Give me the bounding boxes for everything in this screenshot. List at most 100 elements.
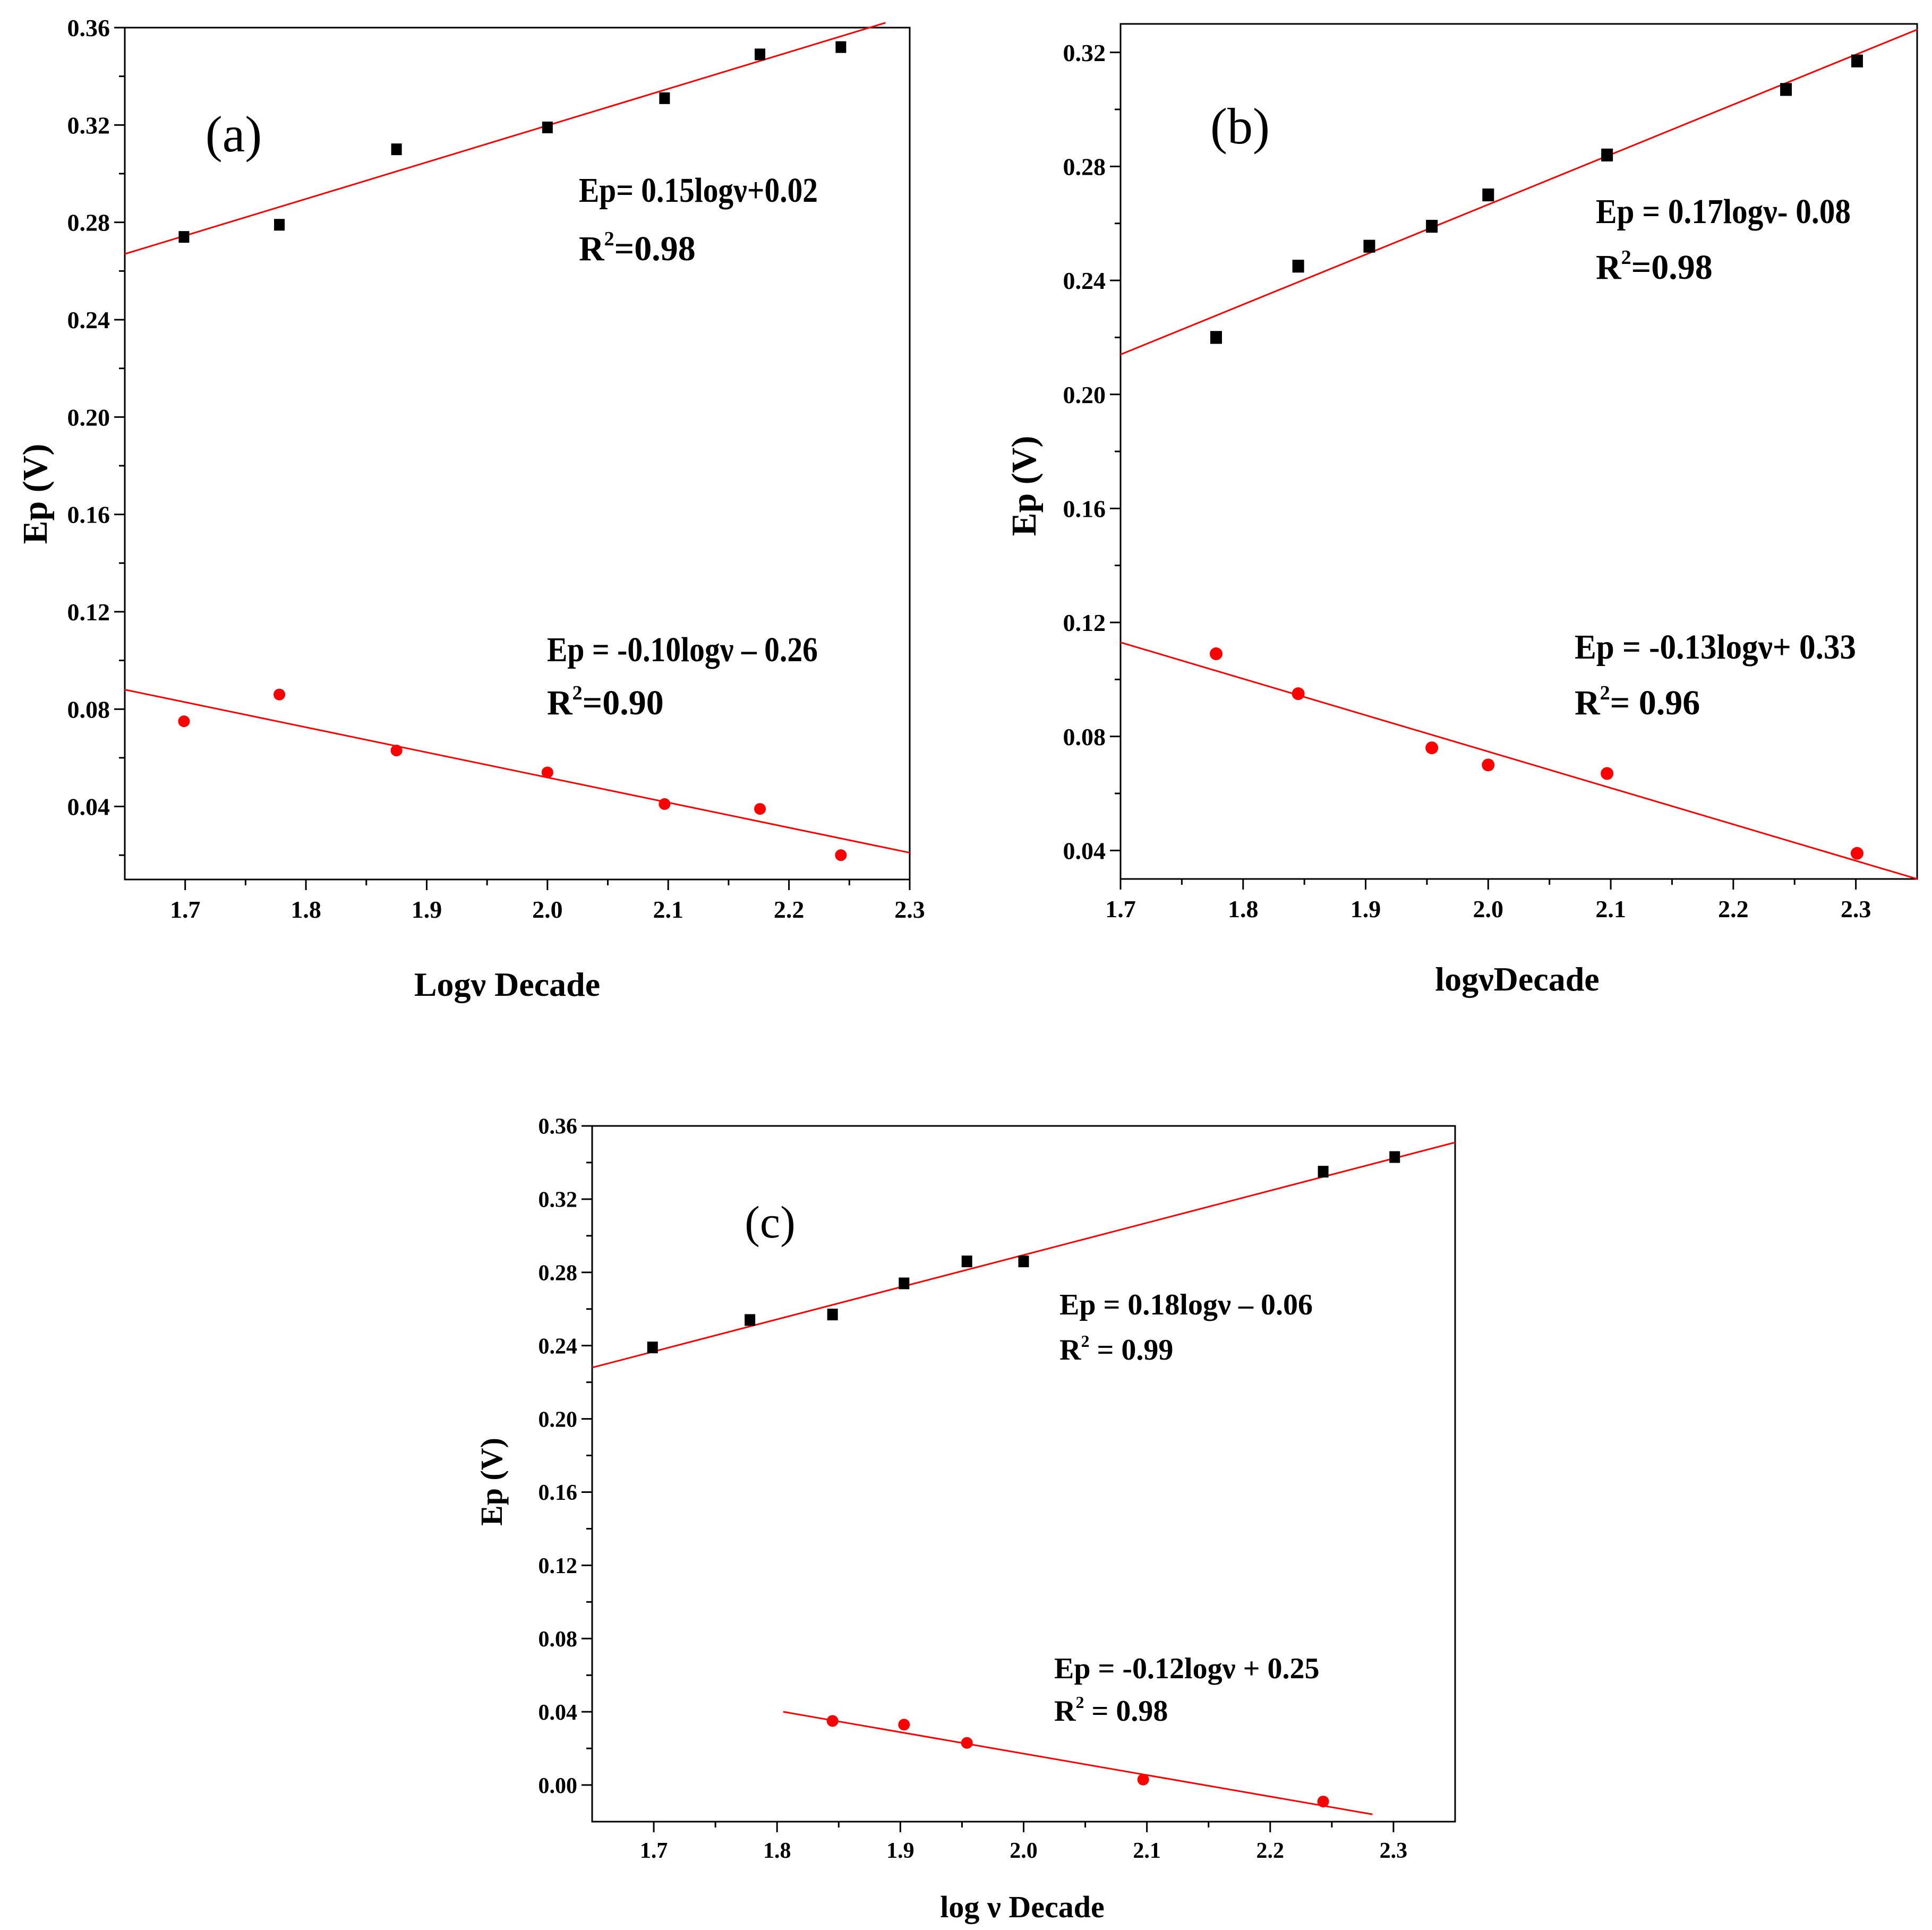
x-tick-label: 2.3 [1380,1839,1408,1863]
cathodic-point [659,798,671,810]
cathodic-point [390,745,403,757]
anodic-point [178,231,190,243]
anodic-r2: R2 = 0.99 [1059,1331,1173,1367]
panel-label: (c) [745,1197,795,1248]
y-tick-label: 0.36 [67,14,110,41]
r2-value: =0.98 [614,229,696,268]
anodic-point [1018,1256,1029,1268]
anodic-point [1780,83,1792,96]
y-tick-label: 0.04 [538,1701,578,1725]
r2-value: = 0.96 [1610,684,1700,722]
y-tick-label: 0.32 [538,1188,578,1212]
y-tick-label: 0.28 [1063,153,1106,180]
cathodic-fit-line [124,689,910,854]
x-tick-label: 1.9 [886,1839,914,1863]
plot-frame [591,1125,1456,1823]
y-tick-label: 0.28 [538,1261,578,1285]
r2-value: = 0.99 [1089,1334,1173,1367]
anodic-point [745,1314,756,1326]
cathodic-point [1425,741,1439,755]
data-points [178,41,847,861]
anodic-point [391,143,402,156]
cathodic-point [826,1715,839,1727]
anodic-point [647,1342,658,1354]
x-tick-label: 2.3 [894,896,925,923]
anodic-point [1601,148,1613,161]
y-tick-label: 0.20 [67,404,110,431]
y-tick-label: 0.16 [538,1481,578,1505]
x-tick-label: 2.0 [532,896,563,923]
r2-prefix: R [1575,684,1601,722]
x-tick-label: 1.7 [640,1839,668,1863]
anodic-point [961,1256,972,1268]
x-tick-label: 2.0 [1010,1839,1038,1863]
cathodic-point [754,803,766,815]
r2-superscript: 2 [604,228,614,250]
x-tick-label: 2.2 [1718,895,1749,923]
y-tick-label: 0.24 [67,306,110,334]
axis-ticks [1110,52,1857,890]
anodic-equation: Ep= 0.15logν+0.02 [579,171,818,210]
tick-labels: 1.7 1.8 1.9 2.0 2.1 2.2 2.3 0.04 0.08 0.12 0.16 0.2… [67,14,925,923]
fit-lines [1120,29,1918,880]
plot-border [124,27,911,881]
x-tick-label: 1.8 [290,896,321,923]
y-axis-title: Ep (V) [1005,436,1044,536]
plot-frame [124,27,911,881]
cathodic-point [178,715,190,728]
y-tick-label: 0.24 [538,1334,578,1359]
cathodic-point [1317,1796,1329,1808]
x-tick-label: 2.1 [1595,895,1626,923]
cathodic-r2: R2=0.90 [547,682,664,722]
x-tick-label: 2.3 [1841,895,1871,923]
y-tick-label: 0.08 [67,696,110,723]
anodic-point [1292,260,1304,273]
x-tick-label: 2.1 [653,896,683,923]
panel-label: (a) [206,106,262,163]
cathodic-fit-line [783,1711,1373,1815]
x-axis-title: Logν Decade [414,966,600,1003]
anodic-point [1426,219,1438,233]
anodic-point [274,219,285,231]
x-axis-title: logνDecade [1435,960,1599,998]
y-tick-label: 0.12 [1063,609,1106,636]
r2-prefix: R [1059,1334,1081,1367]
y-tick-label: 0.12 [67,599,110,626]
y-axis-title: Ep (V) [474,1438,509,1526]
anodic-point [659,92,670,104]
r2-superscript: 2 [1621,246,1631,269]
x-tick-label: 2.1 [1133,1839,1161,1863]
y-axis-title: Ep (V) [16,444,55,544]
anodic-point [899,1277,910,1289]
cathodic-point [898,1719,910,1731]
cathodic-fit-line [1120,642,1918,880]
anodic-r2: R2=0.98 [1596,246,1713,287]
data-points [647,1151,1400,1808]
chart-panel-a: 1.7 1.8 1.9 2.0 2.1 2.2 2.3 0.04 0.08 0.12 0.16 0.2… [16,14,925,1003]
cathodic-point [835,849,847,861]
axis-ticks [582,1125,1395,1832]
r2-value: = 0.98 [1084,1695,1168,1728]
y-tick-label: 0.36 [538,1115,578,1139]
cathodic-point [1210,647,1223,661]
anodic-fit-line [592,1141,1456,1369]
x-tick-label: 2.2 [1256,1839,1285,1863]
y-tick-label: 0.08 [538,1627,578,1652]
anodic-equation: Ep = 0.18logν – 0.06 [1059,1288,1313,1321]
y-tick-label: 0.28 [67,209,110,236]
x-tick-label: 1.9 [1350,895,1381,923]
anodic-point [1389,1151,1400,1163]
y-tick-label: 0.04 [67,793,110,821]
y-tick-label: 0.00 [538,1774,578,1798]
r2-superscript: 2 [1081,1331,1089,1351]
fit-lines [124,22,910,854]
x-tick-label: 1.7 [170,896,201,923]
anodic-point [1318,1166,1329,1178]
cathodic-equation: Ep = -0.12logν + 0.25 [1054,1652,1320,1685]
cathodic-point [1482,758,1495,772]
chart-panel-b: 1.7 1.8 1.9 2.0 2.1 2.2 2.3 0.04 0.08 0.12 0.16 0.2… [1005,23,1918,998]
r2-value: =0.98 [1631,248,1713,287]
r2-superscript: 2 [1075,1693,1084,1712]
y-tick-label: 0.20 [538,1407,578,1432]
y-tick-label: 0.12 [538,1554,578,1578]
